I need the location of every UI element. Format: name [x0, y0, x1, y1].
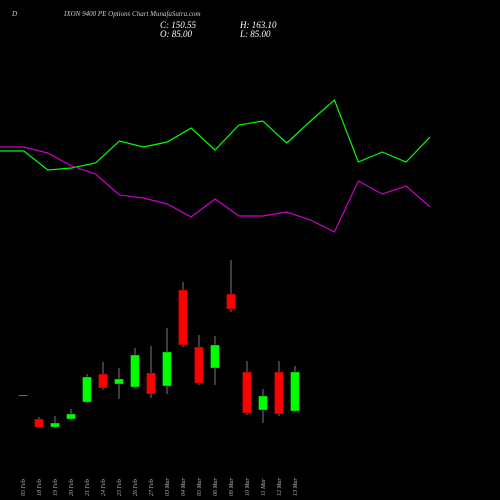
x-tick-label: 20 Feb	[69, 479, 75, 496]
x-tick-label: 10 Mar	[245, 478, 251, 496]
x-tick-label: 21 Feb	[85, 479, 91, 496]
high-stat: H: 163.10	[239, 20, 277, 30]
x-tick-label: 11 Mar	[261, 478, 267, 496]
x-tick-label: 12 Mar	[277, 478, 283, 496]
candle-body	[130, 354, 140, 388]
candle-body	[162, 351, 172, 387]
line-series	[0, 146, 431, 233]
x-tick-label: 05 Feb	[21, 479, 27, 496]
x-tick-label: 06 Mar	[213, 478, 219, 496]
candle-body	[274, 371, 284, 415]
x-tick-label: 24 Feb	[100, 479, 107, 496]
x-tick-label: 04 Mar	[180, 478, 187, 496]
candle-body	[66, 413, 76, 420]
candle-body	[290, 371, 300, 412]
low-stat: L: 85.00	[239, 29, 271, 39]
x-tick-label: 19 Feb	[53, 479, 59, 496]
x-tick-label: 09 Mar	[229, 478, 235, 496]
title-prefix: D	[11, 10, 17, 18]
candle-body	[98, 373, 108, 389]
x-tick-label: 03 Mar	[165, 478, 171, 496]
close-stat: C: 150.55	[160, 20, 197, 30]
open-stat: O: 85.00	[160, 29, 192, 39]
chart-title: IXON 9400 PE Options Chart MunafaSutra.c…	[63, 10, 201, 18]
x-tick-label: 27 Feb	[149, 479, 155, 496]
candle-body	[178, 289, 188, 346]
candle-body	[50, 422, 60, 428]
candle-body	[226, 293, 236, 310]
x-tick-label: 18 Feb	[37, 479, 43, 496]
candle-body	[194, 346, 204, 384]
candle-body	[258, 395, 268, 411]
candle-body	[82, 376, 92, 403]
candle-body	[242, 371, 252, 414]
candle-body	[34, 418, 44, 428]
candle-body	[114, 378, 124, 385]
x-tick-label: 26 Feb	[133, 479, 139, 496]
x-tick-label: 05 Mar	[197, 478, 203, 496]
candle-body	[210, 344, 220, 369]
candle-body	[146, 372, 156, 395]
x-tick-label: 25 Feb	[117, 479, 123, 496]
line-series	[0, 98, 431, 171]
candle-body	[18, 394, 28, 397]
x-tick-label: 13 Mar	[293, 478, 299, 496]
